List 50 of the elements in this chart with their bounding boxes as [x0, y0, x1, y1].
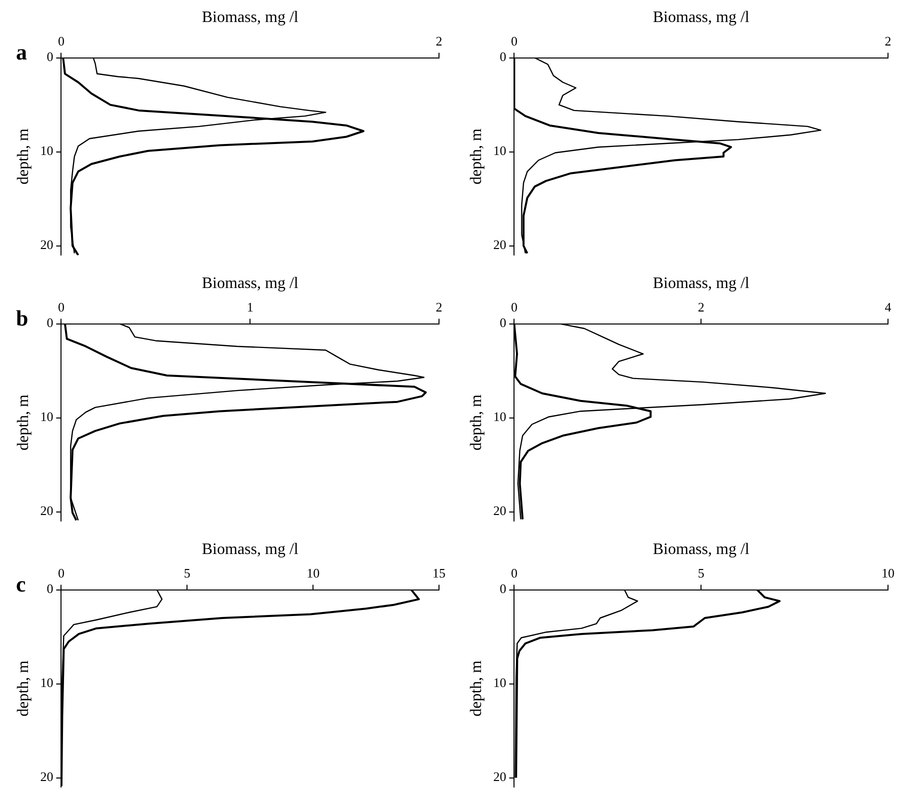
y-axis-title: depth, m [14, 394, 32, 450]
x-tick-label: 0 [510, 565, 518, 580]
x-tick-label: 0 [58, 565, 64, 580]
x-tick-label: 2 [884, 33, 892, 48]
y-tick-label: 10 [40, 143, 54, 158]
x-axis-title: Biomass, mg /l [652, 540, 750, 558]
x-tick-label: 0 [510, 299, 518, 314]
y-tick-label: 0 [500, 315, 506, 330]
x-axis-title: Biomass, mg /l [202, 540, 299, 558]
x-axis-title: Biomass, mg /l [202, 274, 299, 292]
chart-title: a [16, 39, 27, 64]
y-tick-label: 0 [46, 581, 54, 596]
x-tick-label: 10 [882, 565, 894, 580]
y-tick-label: 20 [493, 769, 506, 784]
x-tick-label: 4 [884, 299, 892, 314]
y-tick-label: 0 [46, 315, 54, 330]
y-axis-title: depth, m [468, 128, 485, 184]
y-tick-label: 10 [40, 409, 54, 424]
x-tick-label: 0 [510, 33, 518, 48]
x-axis-title: Biomass, mg /l [652, 8, 750, 26]
x-tick-label: 2 [436, 33, 442, 48]
y-tick-label: 10 [493, 143, 506, 158]
y-axis-title: depth, m [14, 128, 32, 184]
x-tick-label: 0 [58, 33, 64, 48]
y-tick-label: 20 [40, 503, 54, 518]
x-tick-label: 15 [432, 565, 446, 580]
x-tick-label: 2 [436, 299, 442, 314]
x-tick-label: 5 [698, 565, 704, 580]
x-axis-title: Biomass, mg /l [652, 274, 750, 292]
chart-title: c [16, 571, 26, 596]
x-tick-label: 1 [246, 299, 254, 314]
x-tick-label: 10 [306, 565, 320, 580]
x-axis-title: Biomass, mg /l [202, 8, 299, 26]
y-tick-label: 0 [500, 581, 506, 596]
y-tick-label: 20 [40, 769, 54, 784]
y-tick-label: 10 [40, 675, 54, 690]
y-tick-label: 10 [493, 675, 506, 690]
y-axis-title: depth, m [14, 660, 32, 716]
y-tick-label: 20 [493, 237, 506, 252]
y-axis-title: depth, m [468, 394, 485, 450]
y-tick-label: 20 [493, 503, 506, 518]
x-tick-label: 2 [698, 299, 704, 314]
x-tick-label: 0 [58, 299, 64, 314]
x-tick-label: 5 [184, 565, 190, 580]
y-tick-label: 20 [40, 237, 54, 252]
y-tick-label: 0 [46, 49, 54, 64]
y-axis-title: depth, m [468, 660, 485, 716]
y-tick-label: 0 [500, 49, 506, 64]
chart-title: b [16, 305, 28, 330]
y-tick-label: 10 [493, 409, 506, 424]
